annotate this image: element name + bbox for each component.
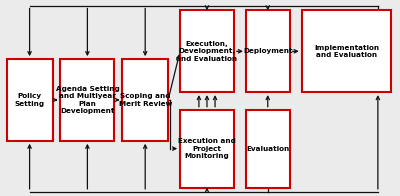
FancyBboxPatch shape xyxy=(7,59,52,141)
FancyBboxPatch shape xyxy=(302,10,391,92)
FancyBboxPatch shape xyxy=(180,110,234,188)
Text: Execution,
Development,
and Evaluation: Execution, Development, and Evaluation xyxy=(176,41,238,62)
FancyBboxPatch shape xyxy=(60,59,114,141)
Text: Policy
Setting: Policy Setting xyxy=(14,93,45,107)
Text: Deployment: Deployment xyxy=(243,48,292,54)
FancyBboxPatch shape xyxy=(122,59,168,141)
Text: Implementation
and Evaluation: Implementation and Evaluation xyxy=(314,44,379,58)
Text: Agenda Setting
and Multiyear
Plan
Development: Agenda Setting and Multiyear Plan Develo… xyxy=(56,86,119,114)
FancyBboxPatch shape xyxy=(246,10,290,92)
FancyBboxPatch shape xyxy=(180,10,234,92)
Text: Evaluation: Evaluation xyxy=(246,146,289,152)
FancyBboxPatch shape xyxy=(246,110,290,188)
Text: Scoping and
Merit Review: Scoping and Merit Review xyxy=(118,93,172,107)
Text: Execution and
Project
Monitoring: Execution and Project Monitoring xyxy=(178,138,236,159)
